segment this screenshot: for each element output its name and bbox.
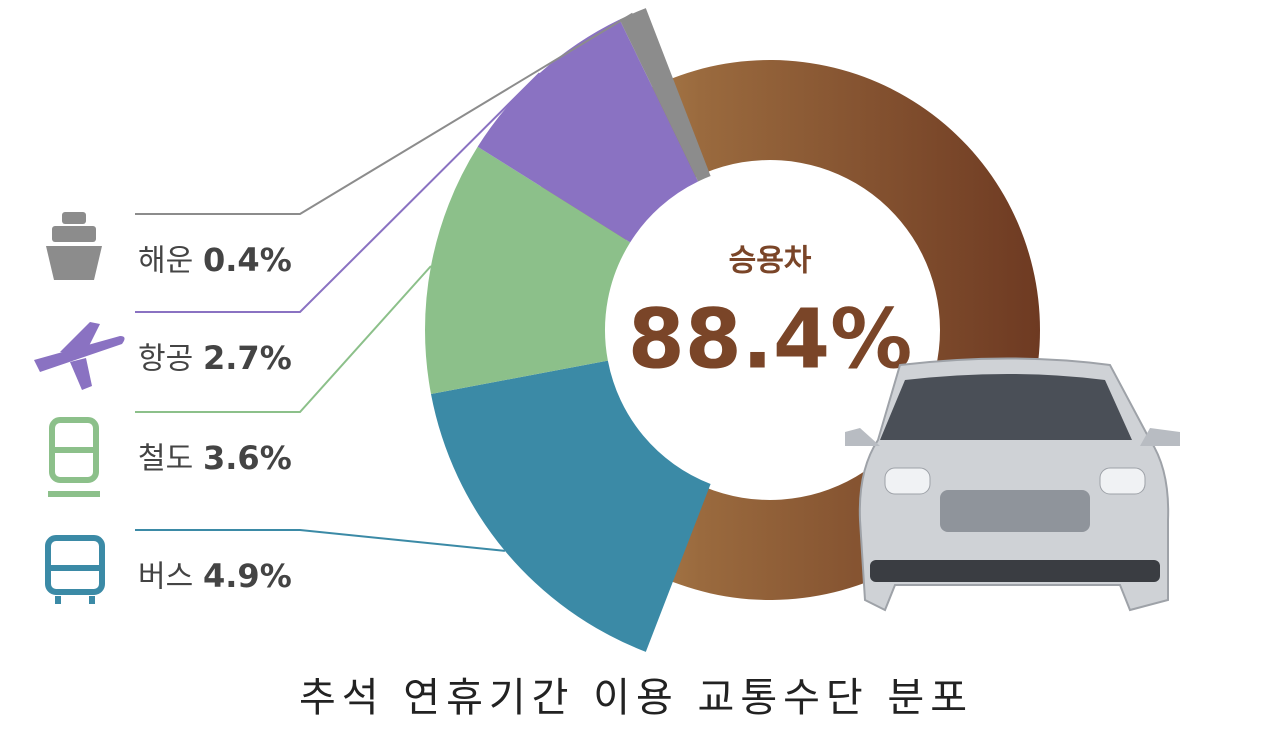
plane-icon — [34, 322, 125, 390]
bus-icon — [45, 535, 105, 604]
leader-line — [135, 72, 541, 313]
value-label: 3.6% — [203, 439, 292, 477]
center-value: 88.4% — [628, 292, 912, 387]
donut-segment — [477, 19, 699, 243]
leader-line — [135, 529, 506, 552]
train-icon — [48, 417, 100, 497]
chart-title: 추석 연휴기간 이용 교통수단 분포 — [299, 675, 973, 721]
legend-label: 항공 — [138, 342, 193, 377]
car-illustration — [845, 357, 1180, 612]
value-label: 4.9% — [203, 557, 292, 595]
donut-segment — [430, 360, 711, 652]
value-label: 2.7% — [203, 339, 292, 377]
leader-line — [135, 12, 634, 215]
center-label: 승용차 — [729, 244, 812, 279]
legend-label: 철도 — [138, 442, 193, 477]
donut-segment — [619, 8, 711, 182]
value-label: 0.4% — [203, 241, 292, 279]
ship-icon — [46, 212, 102, 280]
donut-segment — [425, 146, 631, 395]
leader-line — [135, 265, 432, 413]
legend-label: 해운 — [138, 244, 193, 279]
legend-label: 버스 — [138, 560, 193, 595]
